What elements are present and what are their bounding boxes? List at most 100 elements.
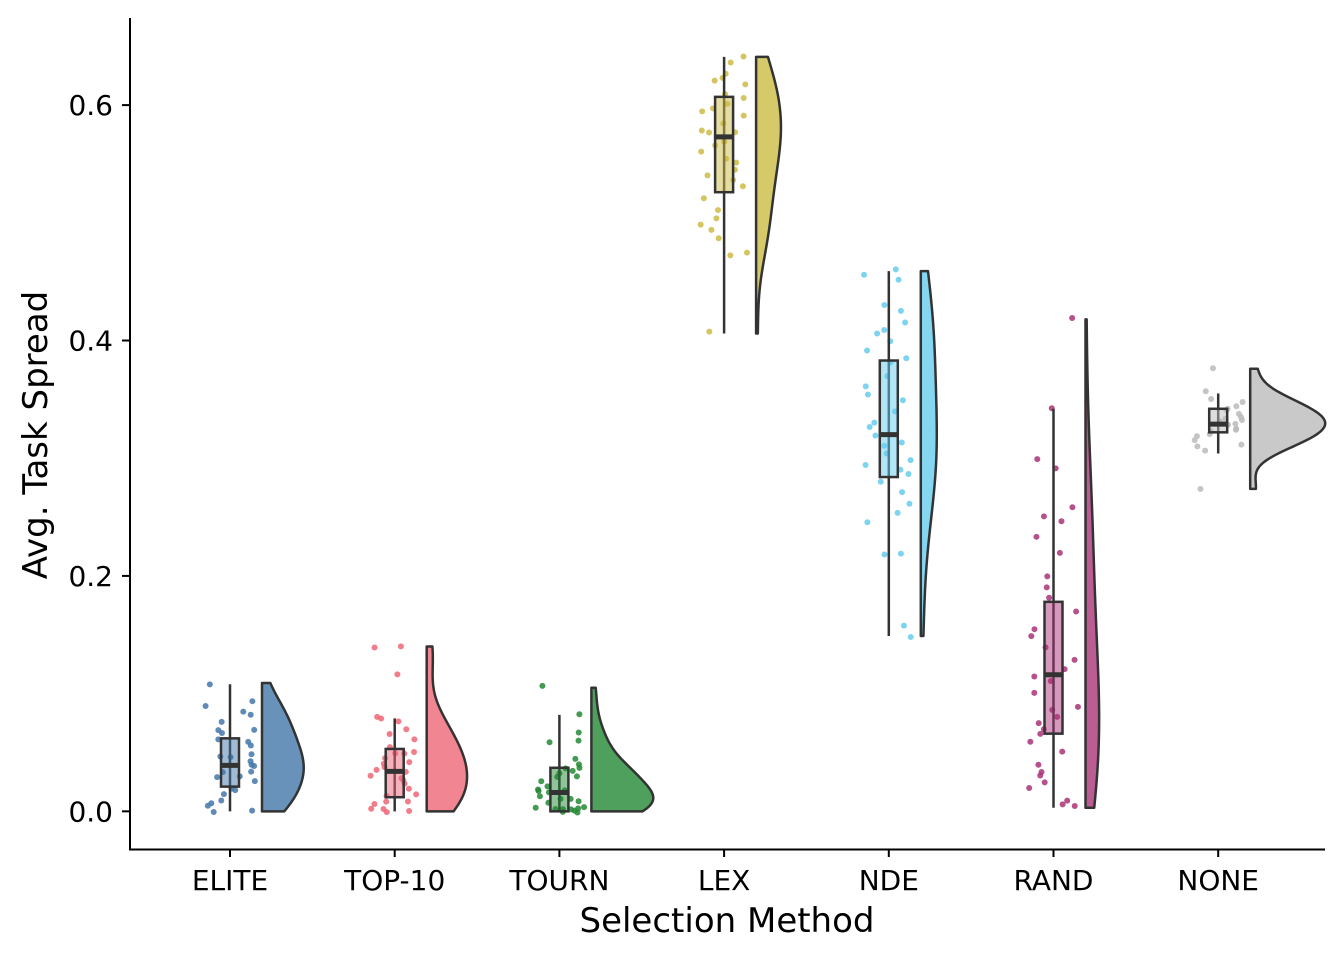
data-point [1069, 504, 1076, 511]
data-point [397, 643, 404, 650]
data-point [708, 226, 715, 233]
data-point [902, 319, 909, 326]
data-point [1202, 447, 1209, 454]
box [219, 737, 241, 788]
data-point [576, 711, 583, 718]
data-point [544, 783, 551, 790]
data-point [881, 551, 888, 558]
data-point [715, 235, 722, 242]
data-point [1035, 761, 1042, 768]
data-point [900, 622, 907, 629]
data-point [574, 809, 581, 816]
data-point [1056, 549, 1063, 556]
data-point [706, 129, 713, 136]
data-point [739, 183, 746, 190]
data-point [378, 715, 385, 722]
data-point [1232, 420, 1239, 427]
data-point [1031, 689, 1038, 696]
data-point [247, 742, 254, 749]
data-point [740, 53, 747, 60]
group-top-10 [367, 643, 469, 816]
group-elite [202, 681, 305, 816]
violin [1084, 318, 1101, 810]
data-point [539, 682, 546, 689]
data-point [569, 767, 576, 774]
data-point [713, 215, 720, 222]
x-axis-label: Selection Method [579, 901, 874, 941]
data-point [907, 634, 914, 641]
data-point [535, 788, 542, 795]
data-point [538, 778, 545, 785]
data-point [698, 148, 705, 155]
data-point [1071, 656, 1078, 663]
data-point [214, 774, 221, 781]
data-point [1071, 802, 1078, 809]
data-point [727, 59, 734, 66]
data-point [1033, 533, 1040, 540]
x-tick-label: TOURN [508, 864, 609, 897]
data-point [903, 355, 910, 362]
data-point [1044, 573, 1051, 580]
data-point [1027, 738, 1034, 745]
data-point [700, 195, 707, 202]
data-point [572, 755, 579, 762]
data-point [386, 730, 393, 737]
data-point [1046, 594, 1053, 601]
data-point [248, 761, 255, 768]
violin [754, 55, 783, 335]
x-tick-label: TOP-10 [343, 864, 445, 897]
data-point [874, 330, 881, 337]
group-nde [861, 266, 939, 641]
data-point [740, 94, 747, 101]
data-point [249, 807, 256, 814]
box [549, 766, 570, 813]
data-point [248, 768, 255, 775]
data-point [1202, 388, 1209, 395]
data-point [742, 81, 749, 88]
x-ticks: ELITE TOP-10 TOURN LEX NDE RAND NONE [192, 849, 1259, 897]
data-point [383, 809, 390, 816]
data-point [1209, 365, 1216, 372]
data-point [711, 77, 718, 84]
data-point [394, 671, 401, 678]
data-point [862, 461, 869, 468]
data-point [1069, 314, 1076, 321]
violin [425, 645, 469, 813]
data-point [1197, 485, 1204, 492]
data-point [220, 791, 227, 798]
data-point [406, 808, 413, 815]
data-point [371, 644, 378, 651]
box [1207, 407, 1229, 434]
data-point [251, 778, 258, 785]
data-point [706, 328, 713, 335]
data-point [576, 764, 583, 771]
data-point [1058, 518, 1065, 525]
data-point [866, 423, 873, 430]
data-point [743, 249, 750, 256]
data-point [405, 785, 412, 792]
data-point [371, 800, 378, 807]
data-point [206, 681, 213, 688]
y-tick-label: 0.0 [68, 795, 113, 828]
data-point [862, 383, 869, 390]
data-point [546, 739, 553, 746]
data-point [898, 439, 905, 446]
group-lex [697, 53, 783, 335]
violin [919, 269, 939, 638]
data-point [395, 718, 402, 725]
data-point [1037, 772, 1044, 779]
data-point [232, 787, 239, 794]
data-point [1059, 748, 1066, 755]
data-point [740, 112, 747, 119]
data-point [864, 347, 871, 354]
data-point [1208, 396, 1215, 403]
data-point [249, 698, 256, 705]
data-point [881, 327, 888, 334]
data-point [383, 798, 390, 805]
data-point [1073, 608, 1080, 615]
data-point [864, 519, 871, 526]
data-point [1064, 797, 1071, 804]
data-point [895, 276, 902, 283]
y-tick-label: 0.2 [68, 560, 113, 593]
